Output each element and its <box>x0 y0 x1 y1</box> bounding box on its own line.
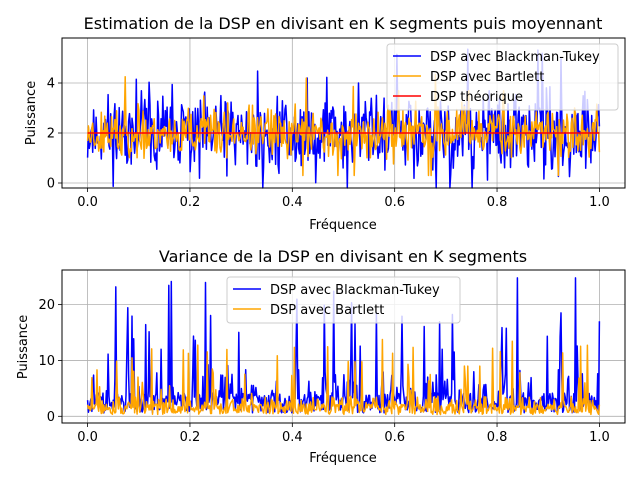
y-tick-label: 2 <box>47 127 55 142</box>
chart-bottom-title: Variance de la DSP en divisant en K segm… <box>159 247 527 266</box>
chart-top: Estimation de la DSP en divisant en K se… <box>24 14 626 233</box>
x-tick-label: 0.6 <box>384 430 405 445</box>
chart-bottom-ylabel: Puissance <box>16 315 31 379</box>
x-tick-label: 0.0 <box>77 195 98 210</box>
x-tick-label: 0.2 <box>180 430 201 445</box>
chart-bottom-frame <box>61 269 626 424</box>
chart-bottom: Variance de la DSP en divisant en K segm… <box>16 247 626 466</box>
legend-label: DSP théorique <box>430 90 523 105</box>
series-line <box>86 73 601 177</box>
chart-top-xlabel: Fréquence <box>309 218 376 233</box>
legend-frame <box>226 276 461 324</box>
y-tick-label: 4 <box>47 77 55 92</box>
y-tick-label: 0 <box>47 410 55 425</box>
series-line <box>86 338 601 416</box>
legend-label: DSP avec Bartlett <box>270 303 384 318</box>
x-tick-label: 0.2 <box>180 195 201 210</box>
x-tick-label: 0.4 <box>282 195 303 210</box>
legend-frame <box>386 43 619 111</box>
y-tick-label: 10 <box>38 354 55 369</box>
x-tick-label: 1.0 <box>589 195 610 210</box>
chart-bottom-legend: DSP avec Blackman-Tukey DSP avec Bartlett <box>226 276 461 324</box>
y-tick-label: 0 <box>47 177 55 192</box>
chart-bottom-series <box>86 277 601 416</box>
x-tick-label: 1.0 <box>589 430 610 445</box>
legend-label: DSP avec Blackman-Tukey <box>430 50 600 65</box>
y-tick-label: 20 <box>38 298 55 313</box>
x-tick-label: 0.4 <box>282 430 303 445</box>
chart-top-legend: DSP avec Blackman-Tukey DSP avec Bartlett… <box>386 43 619 111</box>
legend-label: DSP avec Bartlett <box>430 70 544 85</box>
x-tick-label: 0.6 <box>384 195 405 210</box>
chart-top-ylabel: Puissance <box>24 81 39 145</box>
x-tick-label: 0.8 <box>487 195 508 210</box>
x-tick-label: 0.8 <box>487 430 508 445</box>
chart-top-ticks: 0.0 0.2 0.4 0.6 0.8 1.0 0 2 4 <box>47 77 610 211</box>
chart-top-title: Estimation de la DSP en divisant en K se… <box>84 14 603 33</box>
chart-top-frame <box>61 37 626 189</box>
legend-label: DSP avec Blackman-Tukey <box>270 283 440 298</box>
chart-bottom-ticks: 0.0 0.2 0.4 0.6 0.8 1.0 0 10 20 <box>38 298 609 445</box>
chart-bottom-xlabel: Fréquence <box>309 451 376 466</box>
x-tick-label: 0.0 <box>77 430 98 445</box>
